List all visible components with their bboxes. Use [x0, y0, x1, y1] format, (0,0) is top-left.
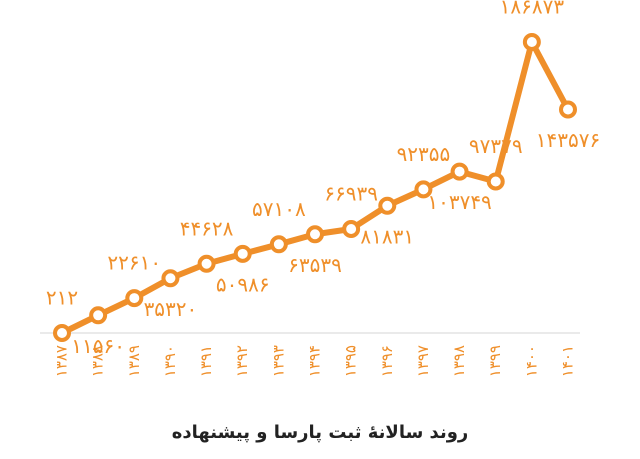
point [450, 162, 469, 181]
x-tick-label: ۱۳۹۸ [450, 345, 468, 377]
x-tick-label: ۱۳۹۳ [269, 345, 287, 377]
point [89, 306, 108, 325]
x-tick-label: ۱۳۹۷ [414, 345, 432, 377]
value-label: ۶۶۹۳۹ [324, 181, 378, 205]
x-tick-label: ۱۳۹۵ [342, 345, 360, 377]
value-label: ۵۰۹۸۶ [216, 272, 270, 296]
x-tick-label: ۱۳۹۰ [161, 345, 179, 377]
x-tick-label: ۱۳۹۲ [233, 345, 251, 377]
point [306, 225, 324, 244]
point [342, 219, 361, 238]
point [486, 172, 505, 191]
x-tick-label: ۱۳۹۶ [378, 345, 396, 377]
x-tick-label: ۱۳۸۸ [89, 345, 107, 377]
x-tick-label: ۱۳۸۷ [53, 345, 71, 377]
value-label: ۱۰۳۷۴۹ [427, 190, 491, 214]
value-label: ۱۴۳۵۷۶ [536, 128, 600, 152]
point [233, 244, 252, 263]
value-label: ۹۲۳۵۵ [397, 142, 451, 166]
value-label: ۲۲۶۱۰ [107, 251, 161, 275]
value-label: ۸۱۸۳۱ [360, 224, 414, 248]
point [269, 235, 288, 254]
point [522, 33, 541, 51]
point [125, 289, 144, 308]
x-tick-label: ۱۳۹۱ [197, 345, 215, 377]
x-tick-label: ۱۳۸۹ [125, 345, 143, 377]
point [197, 254, 216, 273]
value-label: ۹۷۳۷۹ [469, 134, 523, 158]
point [378, 196, 397, 215]
value-label: ۲۱۲ [46, 286, 78, 310]
point [414, 180, 433, 199]
value-label: ۶۳۵۳۹ [288, 253, 342, 277]
point [161, 269, 180, 288]
value-label: ۱۸۶۸۷۳ [500, 0, 565, 19]
x-tick-label: ۱۴۰۱ [559, 345, 577, 377]
x-tick-label: ۱۴۰۰ [522, 345, 540, 377]
value-label: ۵۷۱۰۸ [252, 197, 306, 221]
x-tick-label: ۱۳۹۴ [306, 345, 324, 377]
x-tick-label: ۱۳۹۹ [486, 345, 504, 377]
value-label: ۳۵۳۲۰ [144, 297, 198, 321]
point [53, 324, 71, 342]
value-label: ۴۴۶۲۸ [180, 216, 234, 240]
chart-title: روند سالانهٔ ثبت پارسا و پیشنهاده [172, 422, 469, 443]
value-label: ۱۱۵۶۰ [71, 334, 125, 358]
point [559, 100, 577, 119]
